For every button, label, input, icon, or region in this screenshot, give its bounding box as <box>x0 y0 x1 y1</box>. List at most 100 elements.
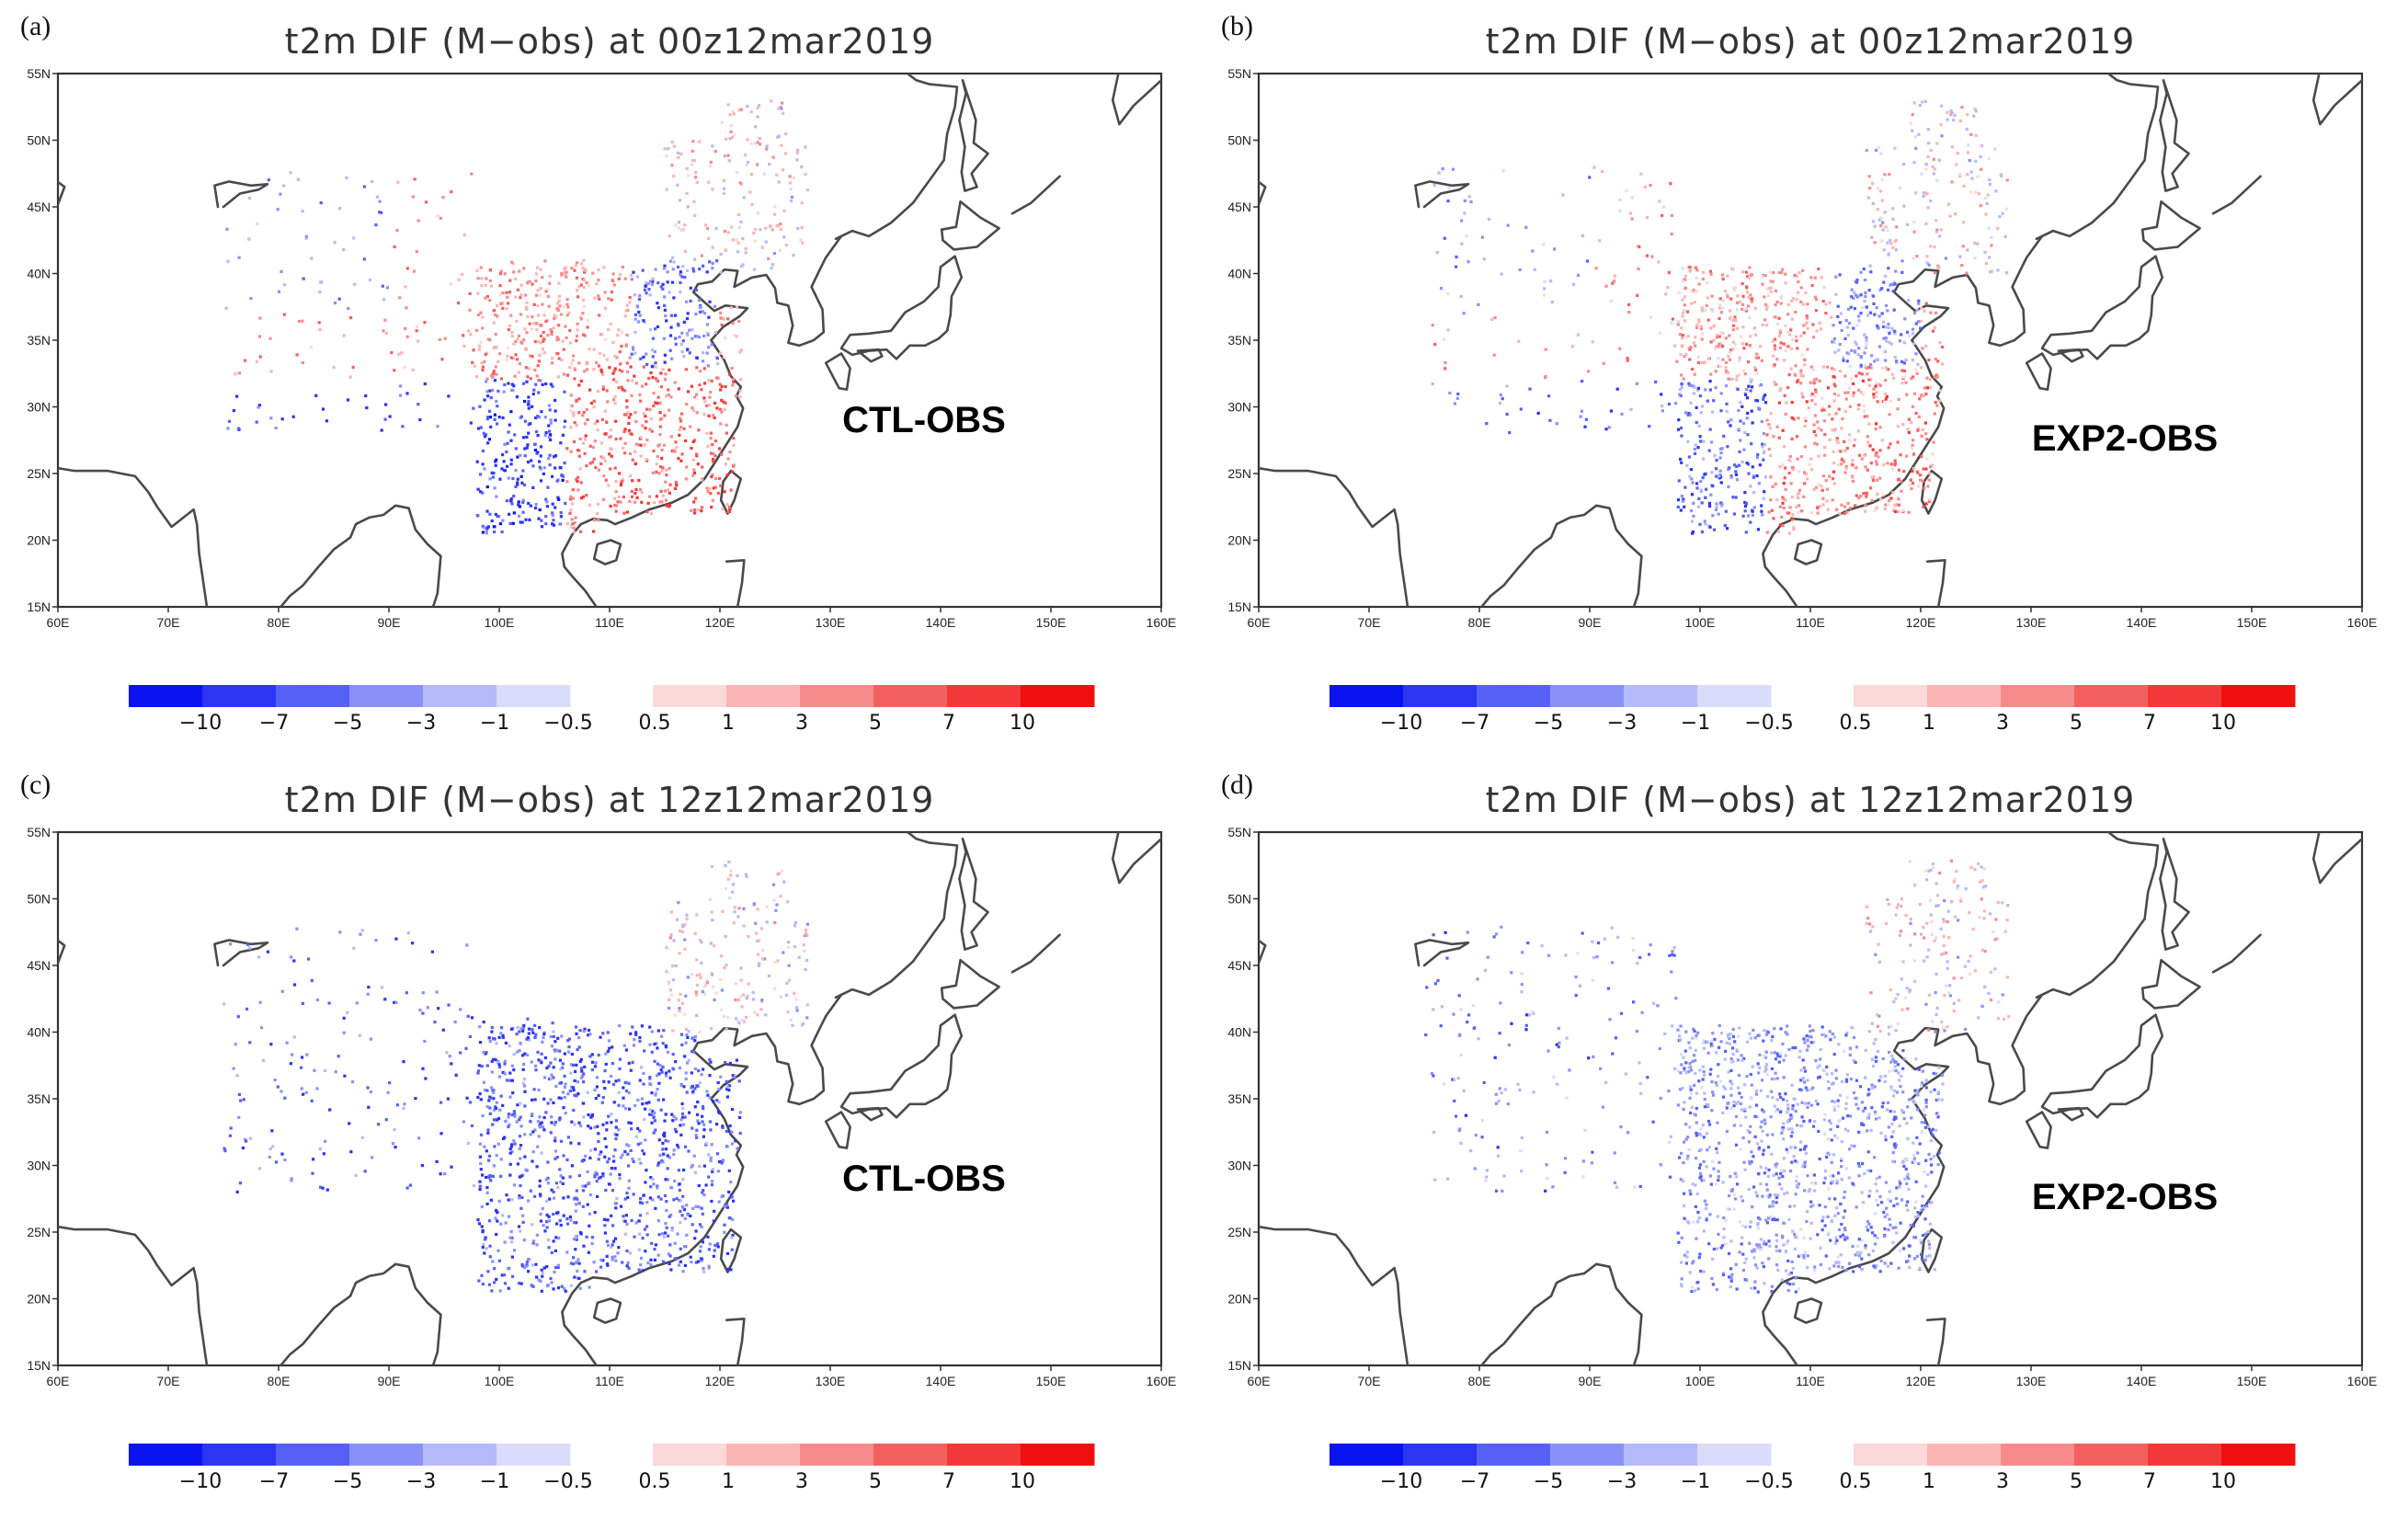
station-dot <box>598 297 601 301</box>
station-dot <box>566 1039 570 1043</box>
station-dot <box>1924 432 1928 436</box>
station-dot <box>1571 282 1576 286</box>
station-dot <box>643 1227 647 1231</box>
station-dot <box>541 348 544 351</box>
station-dot <box>497 1035 501 1039</box>
station-dot <box>578 1124 583 1128</box>
station-dot <box>1952 976 1956 980</box>
station-dot <box>539 445 543 449</box>
station-dot <box>1797 470 1801 474</box>
station-dot <box>731 321 735 325</box>
station-dot <box>1743 491 1747 495</box>
station-dot <box>711 188 714 191</box>
colorbar-label: −7 <box>259 712 289 735</box>
station-dot <box>800 200 804 205</box>
station-dot <box>653 1248 656 1251</box>
station-dot <box>739 978 743 982</box>
station-dot <box>730 1107 735 1112</box>
station-dot <box>631 479 634 483</box>
station-dot <box>1740 335 1743 338</box>
station-dot <box>690 1261 693 1264</box>
station-dot <box>594 1097 598 1101</box>
station-dot <box>1900 897 1903 901</box>
station-dot <box>313 1068 316 1072</box>
station-dot <box>1543 287 1546 291</box>
station-dot <box>628 499 632 503</box>
station-dot <box>620 481 623 485</box>
station-dot <box>575 477 578 481</box>
station-dot <box>508 1162 512 1166</box>
station-dot <box>1726 445 1729 449</box>
station-dot <box>1707 449 1711 452</box>
station-dot <box>1958 255 1962 258</box>
station-dot <box>569 450 573 453</box>
station-dot <box>1795 505 1798 508</box>
station-dot <box>550 1045 553 1048</box>
station-dot <box>679 459 683 462</box>
station-dot <box>582 258 586 262</box>
station-dot <box>529 354 532 358</box>
station-dot <box>1821 497 1825 500</box>
station-dot <box>477 348 481 351</box>
station-dot <box>1769 475 1773 479</box>
station-dot <box>513 374 517 378</box>
station-dot <box>1775 1233 1778 1237</box>
station-dot <box>693 1105 697 1109</box>
station-dot <box>1934 230 1938 234</box>
station-dot <box>634 1221 638 1225</box>
station-dot <box>1708 1213 1712 1216</box>
station-dot <box>614 419 618 423</box>
station-dot <box>1875 306 1878 310</box>
station-dot <box>732 463 736 467</box>
station-dot <box>681 1115 685 1119</box>
station-dot <box>597 1053 600 1057</box>
station-dot <box>1916 362 1920 366</box>
station-dot <box>623 1219 627 1223</box>
station-dot <box>1914 146 1918 150</box>
station-dot <box>497 1075 502 1079</box>
station-dot <box>269 417 273 420</box>
station-dot <box>695 983 700 987</box>
station-dot <box>1729 417 1733 421</box>
station-dot <box>1819 1057 1822 1061</box>
station-dot <box>1988 177 1991 182</box>
station-dot <box>1740 281 1744 286</box>
station-dot <box>542 337 545 341</box>
station-dot <box>539 454 542 458</box>
station-dot <box>1891 290 1895 293</box>
station-dot <box>508 1147 512 1151</box>
station-dot <box>1958 119 1963 122</box>
station-dot <box>668 504 672 508</box>
station-dot <box>564 1112 567 1115</box>
station-dot <box>495 1277 498 1281</box>
station-dot <box>1781 501 1785 505</box>
coastline <box>719 469 743 515</box>
station-dot <box>388 415 392 418</box>
station-dot <box>1455 396 1459 400</box>
station-dot <box>1759 1165 1763 1169</box>
station-dot <box>1721 277 1725 281</box>
station-dot <box>512 1053 516 1056</box>
station-dot <box>1924 392 1928 396</box>
station-dot <box>1734 1114 1739 1118</box>
station-dot <box>1660 405 1664 408</box>
panel-title: t2m DIF (M−obs) at 12z12mar2019 <box>1486 780 2136 820</box>
station-dot <box>656 402 659 405</box>
station-dot <box>494 463 497 467</box>
station-dot <box>747 982 750 986</box>
station-dot <box>1736 326 1740 330</box>
coastline <box>2140 958 2201 1010</box>
station-dot <box>1819 1047 1822 1052</box>
station-dot <box>710 1027 713 1031</box>
coastline <box>719 1227 743 1273</box>
station-dot <box>656 379 659 382</box>
station-dot <box>698 1030 702 1033</box>
colorbar-label: 1 <box>722 712 735 735</box>
station-dot <box>730 225 734 229</box>
station-dot <box>772 252 776 256</box>
station-dot <box>1926 485 1930 488</box>
station-dot <box>1797 417 1800 420</box>
station-dot <box>1784 348 1787 352</box>
station-dot <box>514 485 518 488</box>
station-dot <box>661 1160 665 1164</box>
